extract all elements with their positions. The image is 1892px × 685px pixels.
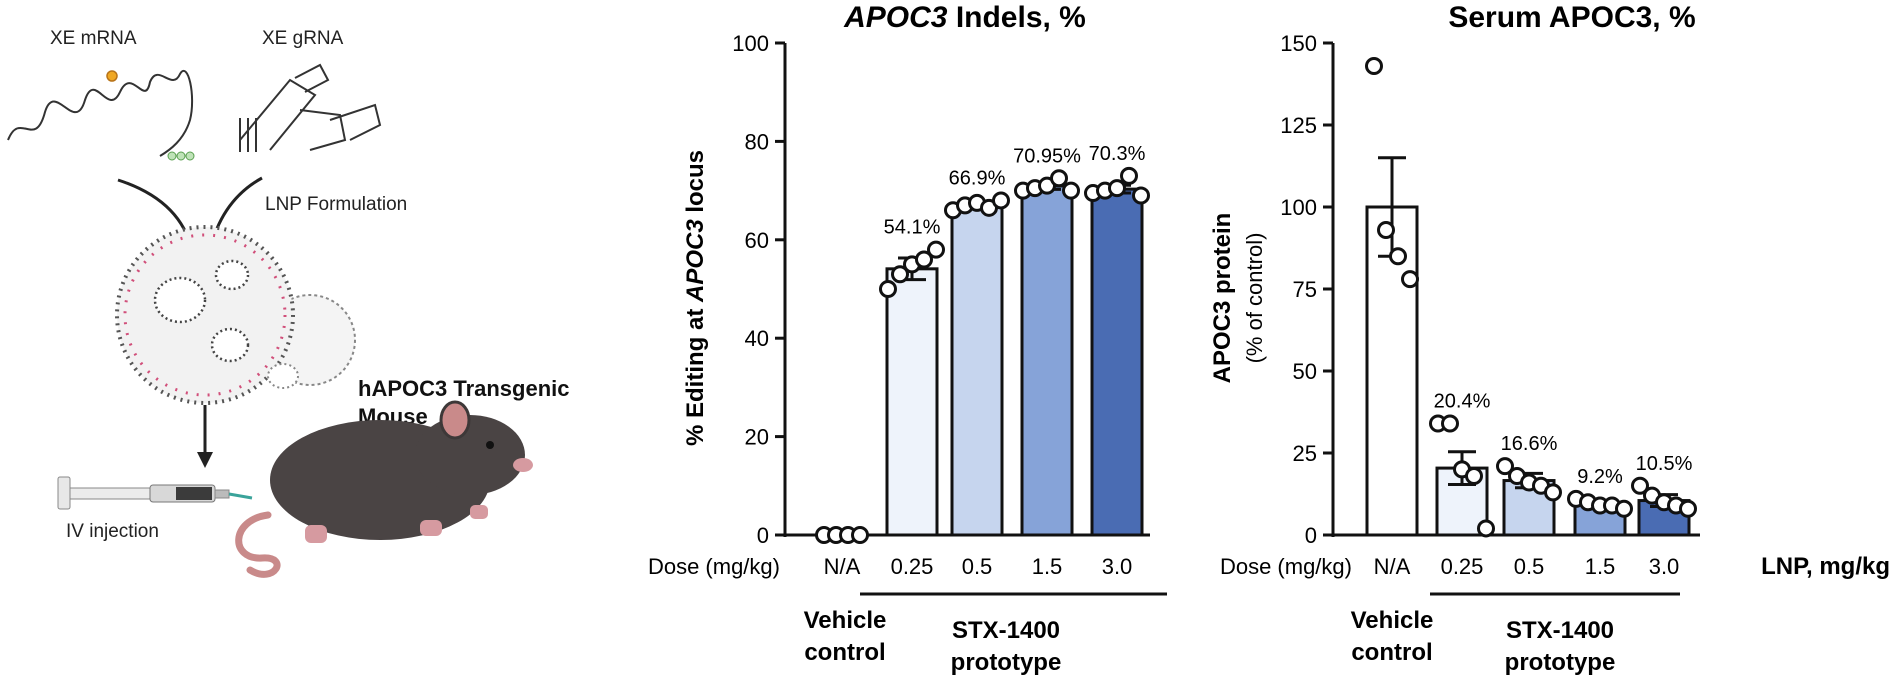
serum-dose-label: Dose (mg/kg) [1220,554,1352,579]
data-point [1441,414,1459,433]
serum-product-label-2: prototype [1505,649,1616,676]
arrow-head-icon [197,452,213,468]
category-label: 0.25 [891,554,934,579]
mrna-label: XE mRNA [50,28,137,49]
data-point [1062,181,1080,200]
data-point [1631,476,1649,495]
serum-error-bars [1378,156,1678,510]
serum-categories: N/A 0.25 0.5 1.5 3.0 [1374,554,1680,579]
serum-y-axis-label: APOC3 protein [1209,213,1236,384]
y-tick-label: 125 [1280,113,1317,138]
data-point [1108,179,1126,198]
lnp-formulation-label: LNP Formulation [265,194,408,215]
data-point [1544,483,1562,502]
y-tick-label: 60 [745,228,769,253]
data-point [1050,169,1068,188]
data-label: 70.3% [1089,143,1146,165]
iv-injection-label: IV injection [66,521,159,542]
grna-structure-icon [239,63,382,152]
data-point [1496,457,1514,476]
schematic-illustration [7,63,533,578]
y-tick-label: 100 [732,31,769,56]
data-point [879,280,897,298]
category-label: 3.0 [1649,554,1680,579]
grna-label: XE gRNA [262,28,344,49]
indels-product-label-2: prototype [951,649,1062,676]
category-label: 0.5 [1514,554,1545,579]
mrna-strand-icon [7,70,195,161]
indels-data-labels: 54.1% 66.9% 70.95% 70.3% [884,143,1146,239]
indels-y-ticks: 0 20 40 60 80 100 [732,31,785,548]
y-tick-label: 100 [1280,195,1317,220]
syringe-icon [57,476,253,510]
data-point [1365,56,1383,75]
data-point [1615,499,1633,518]
lnp-particle-icon [115,225,356,405]
data-point [915,250,933,269]
data-point [1120,166,1138,185]
y-tick-label: 0 [1305,523,1317,548]
serum-chart-title: Serum APOC3, % [1448,1,1695,34]
category-label: N/A [824,554,861,579]
serum-data-labels: 20.4% 16.6% 9.2% 10.5% [1434,390,1693,487]
serum-vehicle-label-1: Vehicle [1351,607,1434,634]
category-label: 3.0 [1102,554,1133,579]
serum-y-ticks: 0 25 50 75 100 125 150 [1280,31,1333,548]
indels-dose-label: Dose (mg/kg) [648,554,780,579]
y-tick-label: 80 [745,129,769,154]
y-tick-label: 0 [757,523,769,548]
category-label: 0.5 [962,554,993,579]
data-point [851,526,869,544]
data-label: 10.5% [1636,453,1693,475]
data-label: 54.1% [884,217,941,239]
data-label: 16.6% [1501,433,1558,455]
y-tick-label: 25 [1293,441,1317,466]
data-point [891,265,909,284]
serum-vehicle-label-2: control [1351,639,1432,666]
data-point [1389,247,1407,266]
data-point [927,240,945,259]
indels-vehicle-label-1: Vehicle [804,607,887,634]
serum-points [1365,56,1697,538]
y-tick-label: 20 [745,425,769,450]
data-point [1377,220,1395,239]
indels-chart-title: APOC3 Indels, % [843,1,1086,34]
data-label: 70.95% [1013,145,1081,167]
data-label: 9.2% [1577,466,1623,488]
mouse-icon [235,400,533,578]
data-point [1679,499,1697,518]
indels-vehicle-label-2: control [804,639,885,666]
indels-product-label-1: STX-1400 [952,617,1060,644]
indels-y-axis-label: % Editing at APOC3 locus [682,150,709,446]
y-tick-label: 40 [745,326,769,351]
y-tick-label: 75 [1293,277,1317,302]
data-point [992,191,1010,210]
indels-categories: N/A 0.25 0.5 1.5 3.0 [824,554,1133,579]
y-tick-label: 50 [1293,359,1317,384]
category-label: N/A [1374,554,1411,579]
data-label: 66.9% [949,167,1006,189]
category-label: 0.25 [1441,554,1484,579]
serum-product-label-1: STX-1400 [1506,617,1614,644]
serum-y-axis-sublabel: (% of control) [1242,233,1267,364]
indels-points [815,166,1150,544]
category-label: 1.5 [1032,554,1063,579]
lnp-dose-label: LNP, mg/kg [1761,553,1890,580]
data-point [1132,186,1150,205]
category-label: 1.5 [1585,554,1616,579]
data-label: 20.4% [1434,390,1491,412]
data-point [1477,519,1495,538]
bar-0.25 [885,267,939,537]
y-tick-label: 150 [1280,31,1317,56]
data-point [1465,466,1483,485]
data-point [1401,270,1419,289]
